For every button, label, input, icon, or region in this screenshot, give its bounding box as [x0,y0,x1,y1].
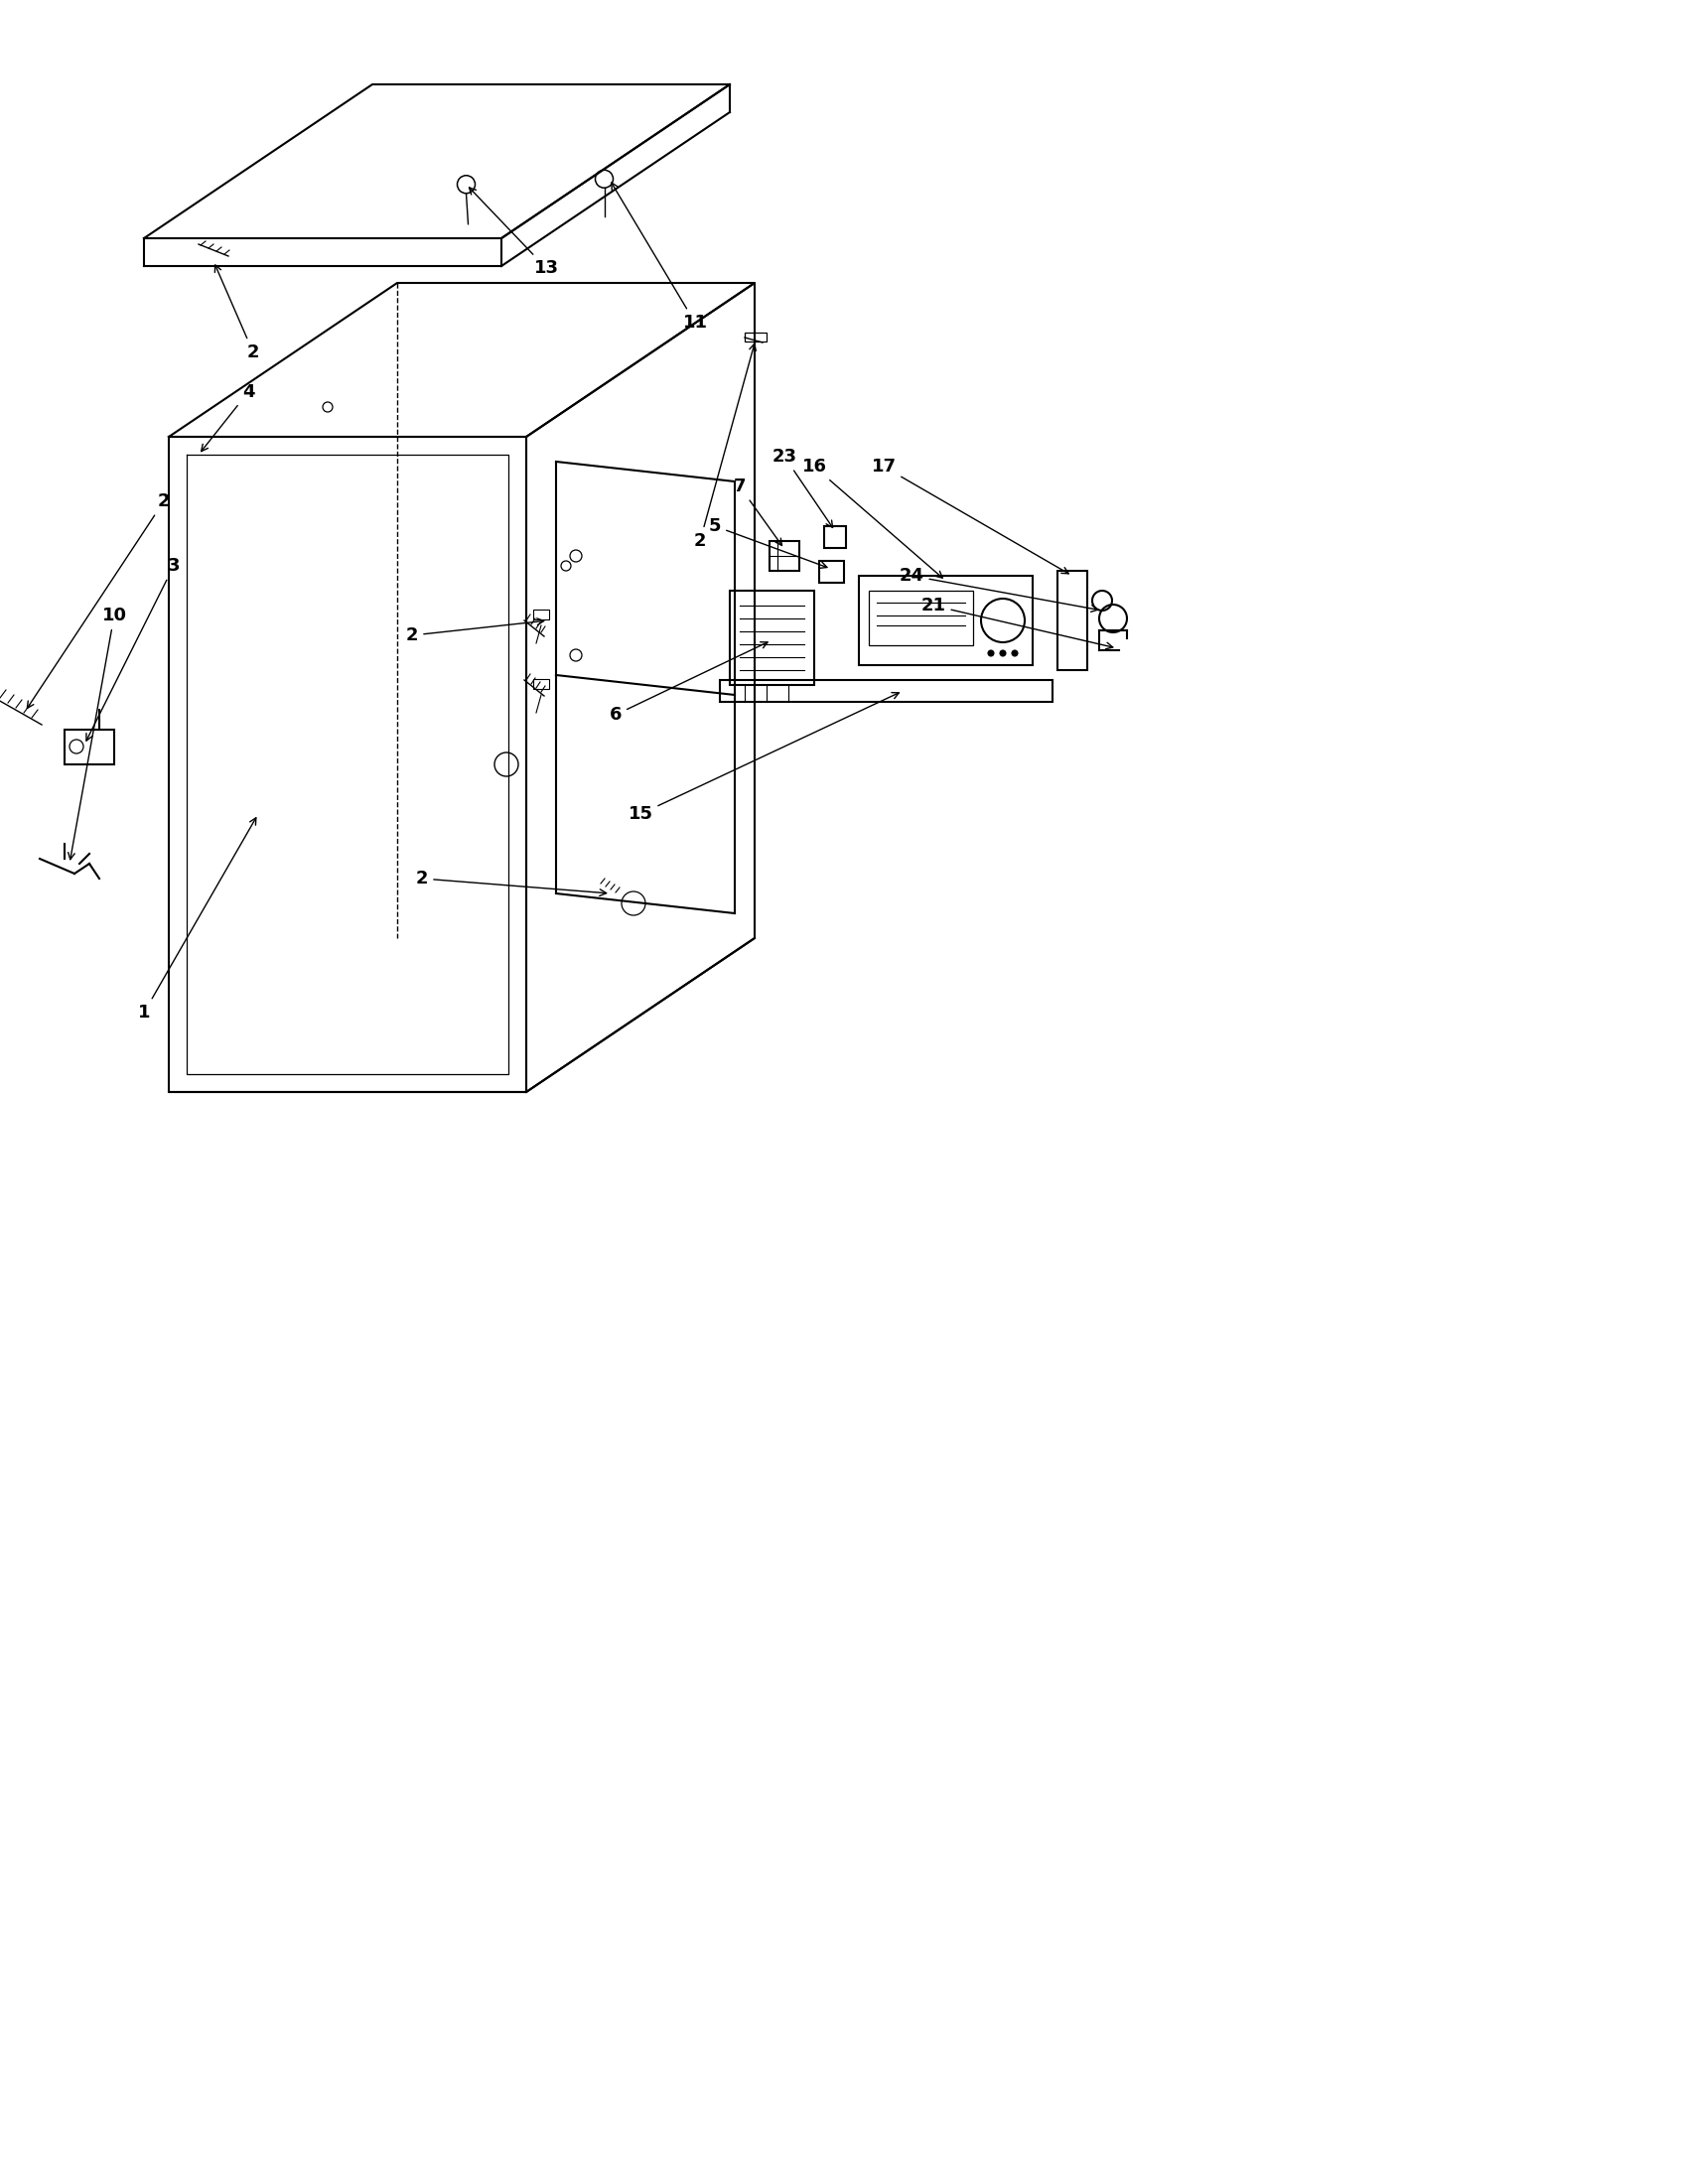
Text: 21: 21 [921,596,1113,649]
Text: 24: 24 [899,568,1098,612]
Text: 6: 6 [610,642,768,723]
Text: 16: 16 [802,459,943,579]
Bar [534,679,549,688]
Text: 1: 1 [138,817,256,1022]
Bar [859,577,1032,666]
Text: 3: 3 [86,557,180,740]
Circle shape [989,651,994,655]
Text: 13: 13 [470,188,559,277]
Bar [534,609,549,620]
Text: 2: 2 [416,869,606,895]
Bar [823,526,845,548]
Text: 2: 2 [27,491,170,708]
Text: 4: 4 [202,382,254,452]
Bar [64,729,115,764]
Bar [1058,570,1088,670]
Text: 2: 2 [694,343,756,550]
Text: 23: 23 [771,448,832,529]
Text: 17: 17 [871,459,1069,574]
Circle shape [1012,651,1017,655]
Text: 11: 11 [611,183,707,332]
Text: 2: 2 [406,618,544,644]
Circle shape [1000,651,1005,655]
Text: 15: 15 [628,692,899,823]
Bar [719,679,1052,701]
Bar [869,590,973,644]
Bar [729,590,813,686]
Text: 2: 2 [216,264,259,360]
Text: 7: 7 [734,478,781,546]
Text: 10: 10 [67,607,126,860]
Bar [744,332,766,341]
Text: 5: 5 [709,518,827,568]
Bar [818,561,844,583]
Bar [770,542,800,570]
